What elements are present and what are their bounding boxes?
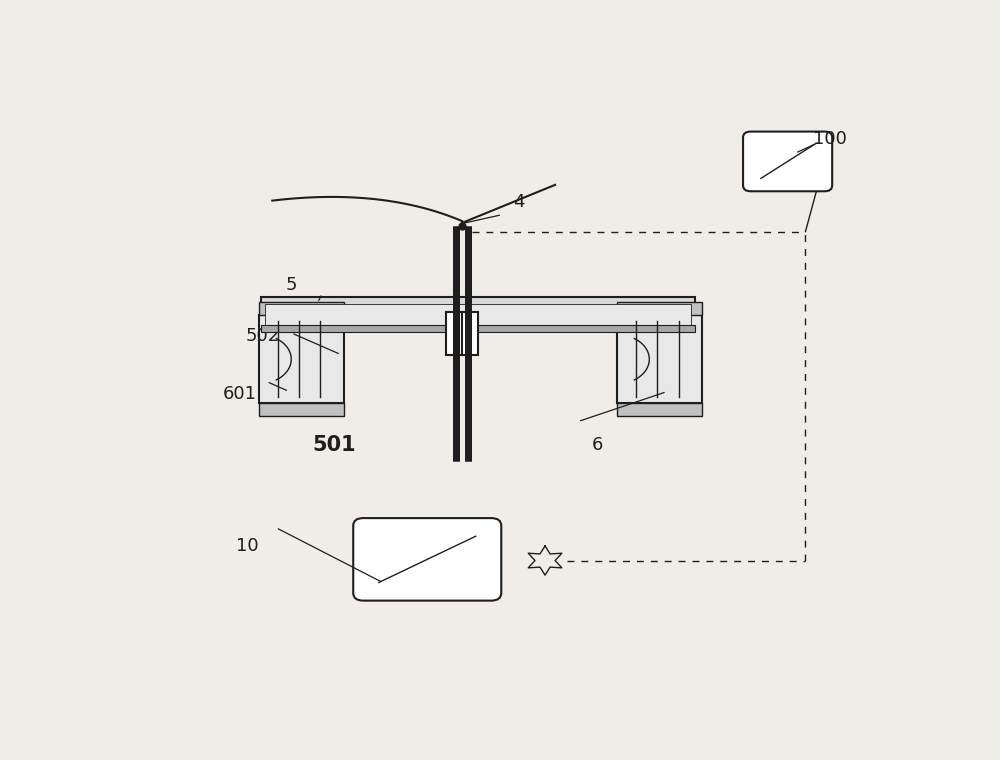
Text: 6: 6 <box>592 436 603 454</box>
Text: 10: 10 <box>236 537 259 556</box>
Bar <box>617 302 702 315</box>
Text: 100: 100 <box>813 130 847 148</box>
Bar <box>617 403 702 416</box>
Text: 502: 502 <box>246 327 280 345</box>
Bar <box>261 325 695 331</box>
Bar <box>259 302 344 315</box>
Text: 601: 601 <box>223 385 257 404</box>
Text: 4: 4 <box>513 193 524 211</box>
Bar <box>264 304 691 325</box>
Bar <box>259 315 344 403</box>
Bar <box>259 403 344 416</box>
Bar <box>617 315 702 403</box>
Bar <box>261 297 695 330</box>
FancyBboxPatch shape <box>353 518 501 600</box>
Bar <box>462 312 478 356</box>
Text: 501: 501 <box>312 435 356 455</box>
Text: 5: 5 <box>286 277 297 294</box>
Bar <box>446 312 462 356</box>
FancyBboxPatch shape <box>743 131 832 192</box>
